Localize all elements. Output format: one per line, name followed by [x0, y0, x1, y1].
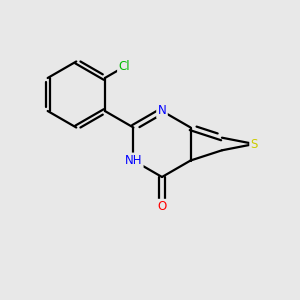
- Text: O: O: [158, 200, 166, 213]
- Text: Cl: Cl: [118, 60, 130, 73]
- Text: S: S: [251, 137, 258, 151]
- Text: N: N: [158, 104, 166, 118]
- Text: NH: NH: [125, 154, 142, 167]
